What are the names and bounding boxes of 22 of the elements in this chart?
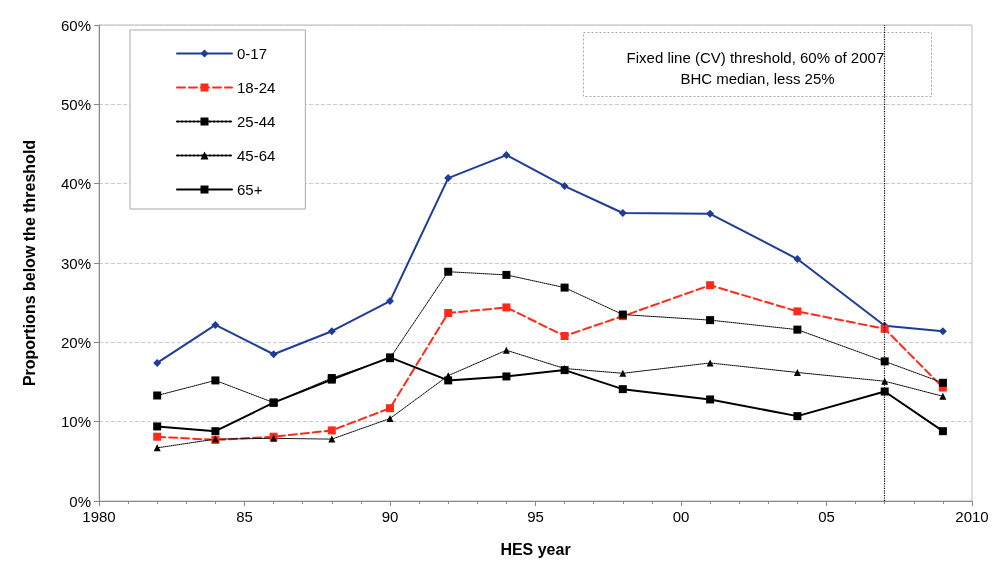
annotation: Fixed line (CV) threshold, 60% of 2007 BHC median, less 25% xyxy=(626,48,889,87)
legend-label: 65+ xyxy=(237,181,263,198)
x-tick-label: 85 xyxy=(236,508,253,525)
y-tick-label: 0% xyxy=(69,492,91,510)
x-tick-label: 00 xyxy=(672,508,690,525)
y-tick-label: 10% xyxy=(60,413,91,431)
x-tick-label: 2010 xyxy=(955,508,989,525)
x-tick-label: 1980 xyxy=(82,508,116,525)
y-tick-label: 50% xyxy=(60,95,91,113)
y-tick-label: 40% xyxy=(60,175,91,193)
legend-label: 45-64 xyxy=(237,147,276,164)
y-tick-label: 60% xyxy=(60,16,91,34)
y-axis-title: Proportions below the threshold xyxy=(20,139,38,387)
x-tick-label: 95 xyxy=(527,508,544,525)
legend-label: 18-24 xyxy=(237,79,276,96)
legend-label: 25-44 xyxy=(237,113,276,130)
x-tick-label: 90 xyxy=(381,508,399,525)
legend-label: 0-17 xyxy=(237,45,268,62)
y-tick-label: 30% xyxy=(60,254,91,272)
x-axis-title: HES year xyxy=(500,540,571,558)
y-tick-label: 20% xyxy=(60,333,91,351)
x-tick-label: 05 xyxy=(818,508,835,525)
